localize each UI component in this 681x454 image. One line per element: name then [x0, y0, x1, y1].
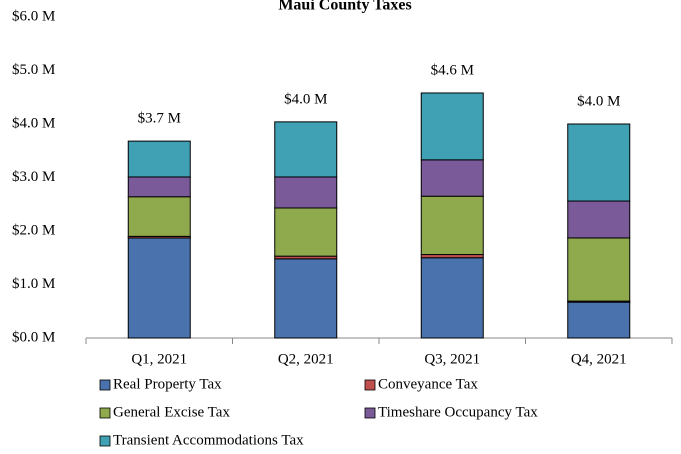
- x-tick-label: Q2, 2021: [278, 351, 334, 367]
- y-tick-label: $5.0 M: [12, 62, 55, 78]
- bar-segment: [274, 121, 338, 178]
- bar-segment: [127, 237, 191, 339]
- y-tick-label: $6.0 M: [12, 8, 55, 24]
- legend-label: General Excise Tax: [113, 404, 230, 420]
- legend-swatch: [364, 407, 376, 419]
- bar-segment: [274, 207, 338, 257]
- y-tick-label: $2.0 M: [12, 222, 55, 238]
- total-label: $4.0 M: [284, 91, 327, 107]
- legend-label: Timeshare Occupancy Tax: [378, 404, 538, 420]
- y-tick-label: $4.0 M: [12, 115, 55, 131]
- legend-swatch: [99, 407, 111, 419]
- y-tick-label: $1.0 M: [12, 276, 55, 292]
- legend-swatch: [99, 379, 111, 391]
- x-tick-label: Q3, 2021: [424, 351, 480, 367]
- bar-segment: [274, 176, 338, 209]
- bar-segment: [420, 257, 484, 339]
- total-label: $3.7 M: [138, 111, 181, 127]
- bar-segment: [127, 196, 191, 237]
- bar-segment: [127, 176, 191, 198]
- total-label: $4.0 M: [577, 93, 620, 109]
- bar-segment: [567, 200, 631, 239]
- total-label: $4.6 M: [431, 62, 474, 78]
- x-tick-label: Q4, 2021: [571, 351, 627, 367]
- legend-label: Transient Accommodations Tax: [113, 432, 304, 448]
- chart-title: Maui County Taxes: [278, 0, 411, 14]
- bar-segment: [567, 123, 631, 202]
- bar-segment: [420, 195, 484, 256]
- legend-label: Real Property Tax: [113, 376, 222, 392]
- bar-segment: [274, 258, 338, 339]
- bar-segment: [420, 92, 484, 161]
- x-tick-label: Q1, 2021: [131, 351, 187, 367]
- y-tick-label: $3.0 M: [12, 169, 55, 185]
- legend-label: Conveyance Tax: [378, 376, 478, 392]
- bar-segment: [420, 159, 484, 197]
- bar-segment: [567, 237, 631, 302]
- legend-swatch: [99, 435, 111, 447]
- bar-segment: [567, 301, 631, 339]
- y-tick-label: $0.0 M: [12, 329, 55, 345]
- bar-segment: [127, 140, 191, 178]
- legend-swatch: [364, 379, 376, 391]
